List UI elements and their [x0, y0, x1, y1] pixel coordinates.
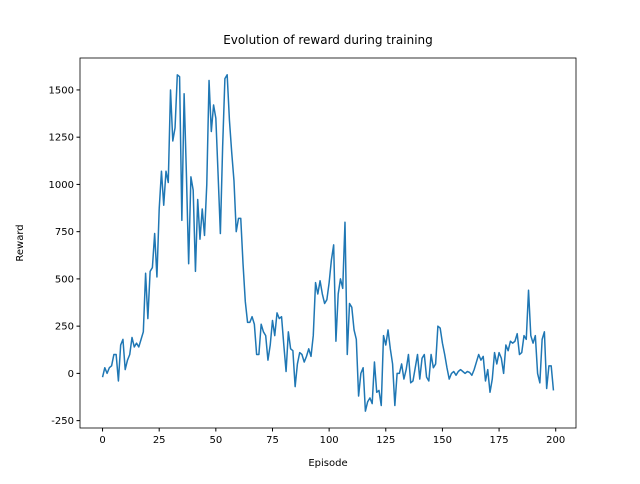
x-tick-label: 25	[153, 435, 166, 446]
y-tick-label: 1500	[49, 85, 74, 96]
x-tick-label: 50	[209, 435, 222, 446]
y-tick-label: 0	[68, 369, 74, 380]
x-tick-label: 175	[490, 435, 509, 446]
x-tick-label: 150	[433, 435, 452, 446]
y-tick-label: 500	[55, 274, 74, 285]
chart-title: Evolution of reward during training	[223, 33, 433, 47]
y-axis-label: Reward	[15, 224, 26, 261]
x-tick-label: 75	[266, 435, 279, 446]
y-tick-label: 1000	[49, 180, 74, 191]
x-tick-label: 200	[546, 435, 565, 446]
x-tick-label: 0	[99, 435, 105, 446]
y-tick-label: 750	[55, 227, 74, 238]
y-tick-label: -250	[51, 416, 74, 427]
x-tick-label: 100	[320, 435, 339, 446]
data-line	[101, 74, 555, 412]
y-tick-label: 1250	[49, 133, 74, 144]
plot-frame	[79, 57, 577, 429]
y-tick-label: 250	[55, 322, 74, 333]
x-tick-label: 125	[376, 435, 395, 446]
x-axis-label: Episode	[308, 458, 347, 469]
